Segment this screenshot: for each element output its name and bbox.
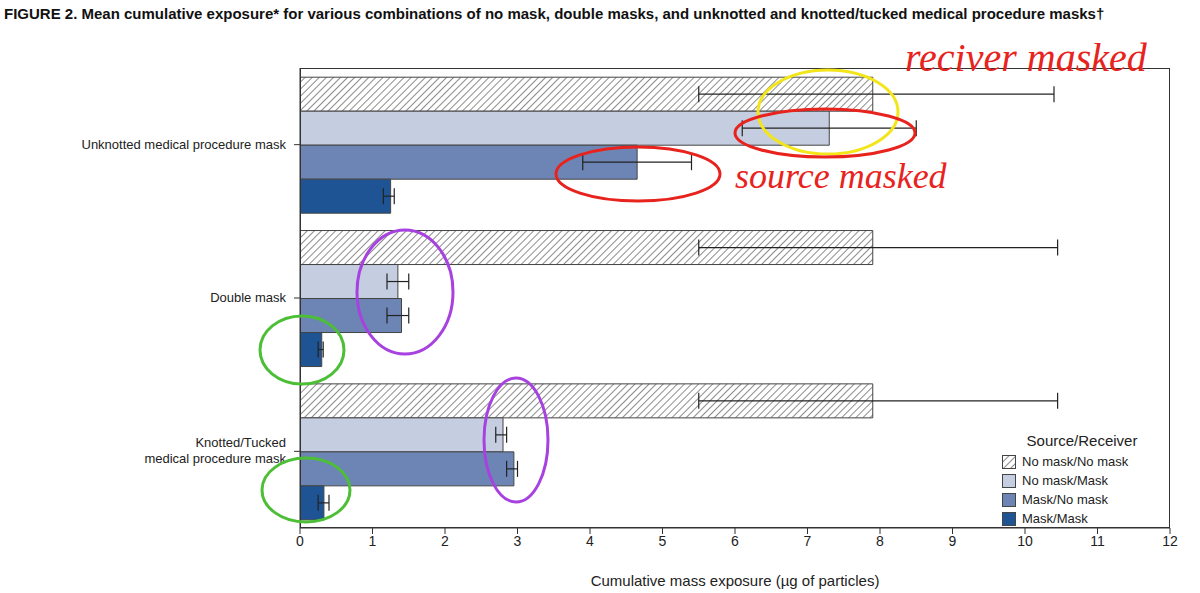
svg-text:11: 11 [1090, 533, 1105, 549]
svg-text:4: 4 [586, 533, 594, 549]
html-text:No mask/Mask: No mask/Mask [1022, 473, 1108, 488]
svg-text:Double mask: Double mask [210, 290, 286, 305]
svg-text:Knotted/Tuckedmedical procedur: Knotted/Tuckedmedical procedure mask [144, 435, 286, 466]
html-text:Mask/Mask: Mask/Mask [1022, 511, 1088, 526]
svg-text:9: 9 [949, 533, 957, 549]
svg-text:Cumulative mass exposure (µg o: Cumulative mass exposure (µg of particle… [591, 572, 880, 589]
html-text:No mask/No mask: No mask/No mask [1022, 454, 1129, 469]
svg-text:2: 2 [441, 533, 449, 549]
svg-text:0: 0 [296, 533, 304, 549]
svg-text:8: 8 [876, 533, 884, 549]
svg-text:5: 5 [659, 533, 667, 549]
html-text:Mask/No mask: Mask/No mask [1022, 492, 1108, 507]
svg-text:6: 6 [731, 533, 739, 549]
html-text:FIGURE 2. Mean cumulative expo: FIGURE 2. Mean cumulative exposure* for … [4, 5, 1105, 22]
svg-text:7: 7 [804, 533, 812, 549]
svg-text:1: 1 [369, 533, 377, 549]
svg-text:3: 3 [514, 533, 522, 549]
svg-text:10: 10 [1017, 533, 1033, 549]
html-text:Source/Receiver: Source/Receiver [1026, 432, 1138, 449]
html-text:reciver masked: reciver masked [905, 35, 1147, 80]
svg-text:12: 12 [1162, 533, 1178, 549]
svg-text:Unknotted medical procedure ma: Unknotted medical procedure mask [82, 137, 287, 152]
html-text:source masked: source masked [735, 156, 947, 196]
